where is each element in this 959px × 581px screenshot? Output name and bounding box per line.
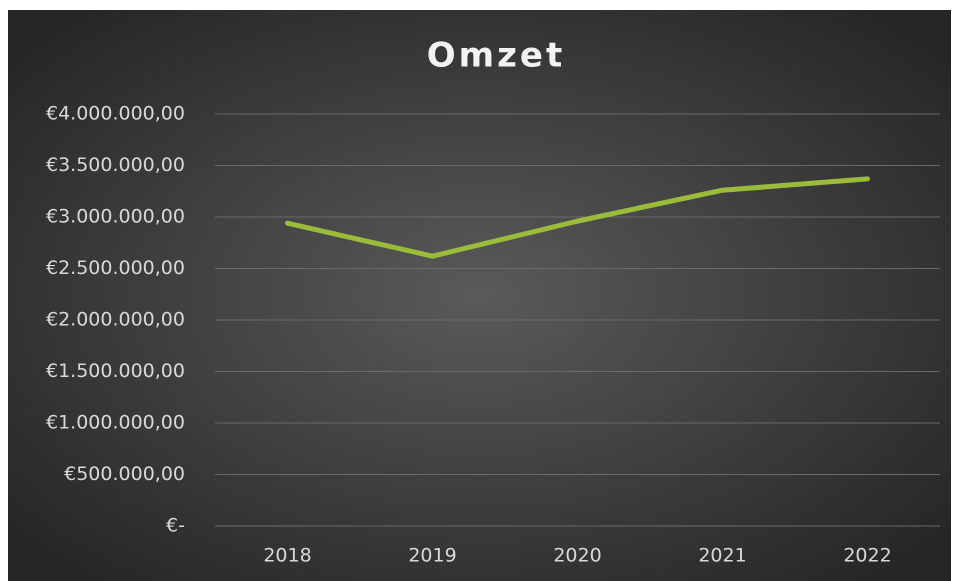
x-tick-label: 2021 <box>698 545 746 567</box>
y-tick-label: €2.500.000,00 <box>46 257 185 279</box>
y-tick-label: €- <box>166 515 185 537</box>
y-tick-label: €500.000,00 <box>64 463 185 485</box>
x-tick-label: 2022 <box>843 545 891 567</box>
y-tick-label: €3.000.000,00 <box>46 206 185 228</box>
x-tick-label: 2020 <box>553 545 601 567</box>
chart-background <box>8 10 951 581</box>
chart-title: Omzet <box>427 36 565 76</box>
x-tick-label: 2018 <box>263 545 311 567</box>
line <box>285 176 870 259</box>
y-tick-label: €3.500.000,00 <box>46 154 185 176</box>
y-tick-label: €2.000.000,00 <box>46 309 185 331</box>
y-tick-label: €4.000.000,00 <box>46 103 185 125</box>
x-tick-label: 2019 <box>408 545 456 567</box>
y-tick-label: €1.000.000,00 <box>46 412 185 434</box>
y-tick-label: €1.500.000,00 <box>46 360 185 382</box>
